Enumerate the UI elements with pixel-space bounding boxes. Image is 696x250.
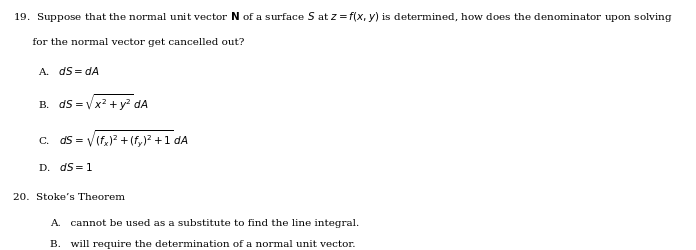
- Text: 20.  Stoke’s Theorem: 20. Stoke’s Theorem: [13, 192, 125, 202]
- Text: A.   cannot be used as a substitute to find the line integral.: A. cannot be used as a substitute to fin…: [50, 218, 359, 227]
- Text: for the normal vector get cancelled out?: for the normal vector get cancelled out?: [13, 38, 244, 46]
- Text: B.   will require the determination of a normal unit vector.: B. will require the determination of a n…: [50, 240, 356, 248]
- Text: B.   $dS = \sqrt{x^2 + y^2}\, dA$: B. $dS = \sqrt{x^2 + y^2}\, dA$: [38, 92, 149, 113]
- Text: D.   $dS = 1$: D. $dS = 1$: [38, 160, 93, 172]
- Text: A.   $dS = dA$: A. $dS = dA$: [38, 65, 100, 77]
- Text: 19.  Suppose that the normal unit vector $\mathbf{N}$ of a surface $S$ at $z = f: 19. Suppose that the normal unit vector …: [13, 10, 672, 24]
- Text: C.   $dS = \sqrt{(f_x)^2 + (f_y)^2 + 1}\, dA$: C. $dS = \sqrt{(f_x)^2 + (f_y)^2 + 1}\, …: [38, 128, 189, 148]
